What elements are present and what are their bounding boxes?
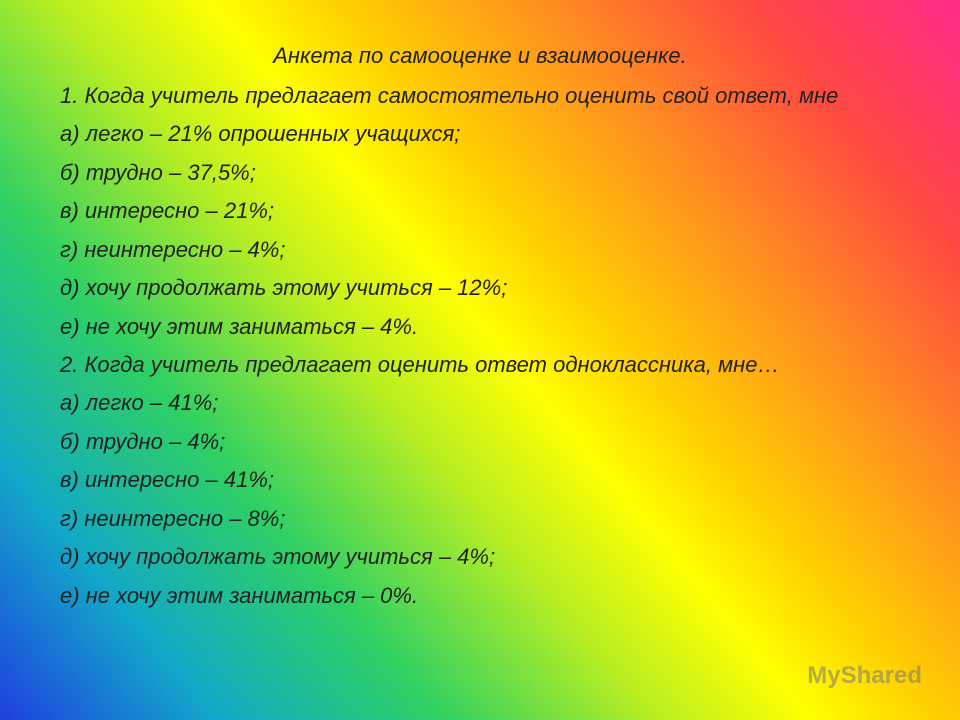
answer-item: в) интересно – 41%; [60, 467, 274, 492]
answer-item: е) не хочу этим заниматься – 4%. [60, 313, 419, 339]
answer-item: е) не хочу этим заниматься – 0%. [60, 582, 419, 608]
watermark: MyShared [807, 662, 922, 689]
answer-item: а) легко – 21% опрошенных учащихся; [60, 121, 461, 146]
answer-item: б) трудно – 37,5%; [60, 159, 256, 185]
answer-item: г) неинтересно – 4%; [60, 236, 286, 262]
slide-title: Анкета по самооценке и взаимооценке. [273, 43, 687, 68]
slide-body: 1. Когда учитель предлагает самостоятель… [60, 80, 860, 618]
answer-item: д) хочу продолжать этому учиться – 4%; [60, 544, 496, 569]
question: 2. Когда учитель предлагает оценить отве… [60, 352, 780, 377]
answer-item: д) хочу продолжать этому учиться – 12%; [60, 275, 508, 300]
question: 1. Когда учитель предлагает самостоятель… [60, 83, 839, 108]
answer-item: г) неинтересно – 8%; [60, 505, 286, 531]
answer-item: б) трудно – 4%; [60, 428, 226, 454]
answer-item: а) легко – 41%; [60, 390, 219, 415]
answer-item: в) интересно – 21%; [60, 198, 274, 223]
